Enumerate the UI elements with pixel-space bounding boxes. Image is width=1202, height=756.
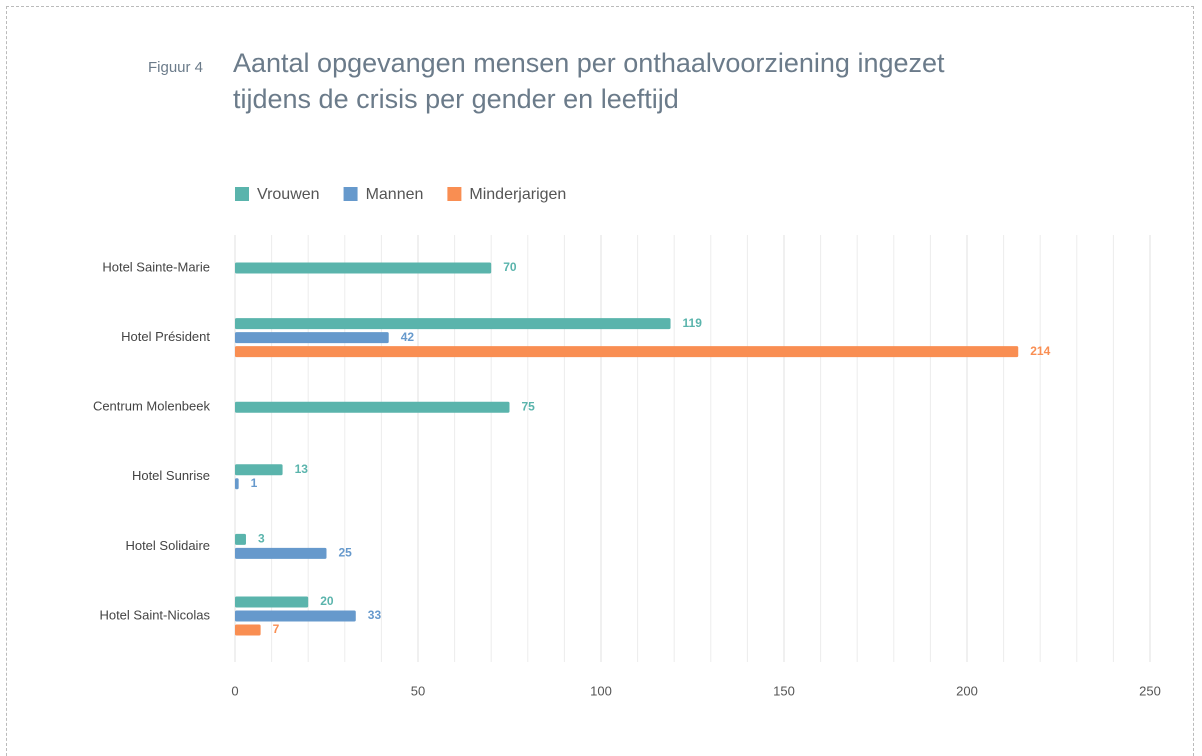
figure-label: Figuur 4	[148, 59, 204, 76]
x-tick-label: 50	[411, 683, 425, 698]
value-label: 214	[1030, 344, 1050, 358]
value-label: 13	[295, 462, 309, 476]
bar	[235, 401, 510, 413]
value-label: 7	[273, 622, 280, 636]
bar	[235, 547, 327, 559]
x-tick-label: 200	[956, 683, 978, 698]
y-tick-label: Hotel Saint-Nicolas	[99, 607, 210, 622]
value-label: 3	[258, 532, 265, 546]
bar	[235, 318, 671, 330]
bar	[235, 332, 389, 344]
value-label: 20	[320, 594, 334, 608]
bar	[235, 478, 239, 490]
legend-label: Mannen	[366, 186, 424, 203]
x-tick-label: 0	[231, 683, 238, 698]
legend-swatch	[343, 187, 358, 201]
x-tick-label: 250	[1139, 683, 1161, 698]
bar	[235, 262, 492, 274]
y-tick-label: Centrum Molenbeek	[93, 399, 211, 414]
legend-swatch	[235, 187, 249, 201]
frame	[6, 6, 1194, 756]
y-tick-label: Hotel Solidaire	[125, 538, 210, 553]
y-tick-label: Hotel Sainte-Marie	[102, 259, 210, 274]
legend-label: Minderjarigen	[469, 186, 566, 203]
bar	[235, 464, 283, 476]
x-tick-label: 150	[773, 683, 795, 698]
value-label: 33	[368, 608, 382, 622]
legend-label: Vrouwen	[257, 186, 320, 203]
value-label: 1	[251, 476, 258, 490]
bar	[235, 596, 309, 608]
value-label: 42	[401, 330, 415, 344]
y-tick-label: Hotel Sunrise	[132, 468, 210, 483]
x-tick-label: 100	[590, 683, 612, 698]
legend-swatch	[447, 187, 462, 201]
value-label: 70	[503, 260, 517, 274]
bar	[235, 533, 246, 545]
value-label: 119	[683, 316, 703, 330]
value-label: 75	[522, 399, 536, 413]
bar	[235, 346, 1019, 358]
y-tick-label: Hotel Président	[121, 329, 210, 344]
chart-title: Aantal opgevangen mensen per onthaalvoor…	[233, 48, 945, 114]
bar	[235, 624, 261, 636]
value-label: 25	[339, 546, 353, 560]
bar	[235, 610, 356, 622]
